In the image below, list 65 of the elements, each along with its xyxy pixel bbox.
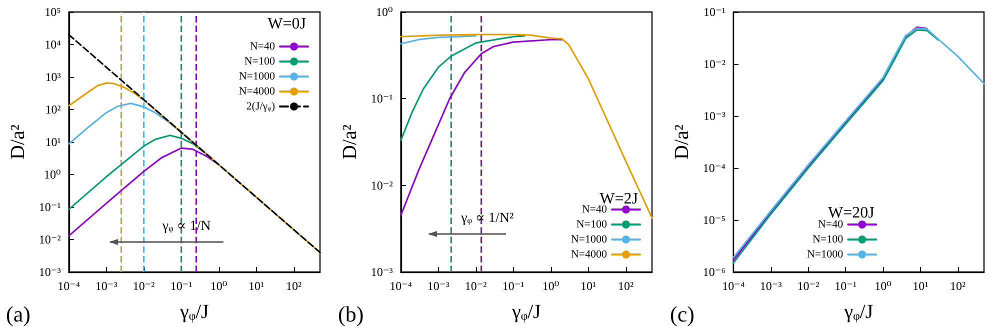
legend-title: W=0J — [268, 16, 306, 32]
x-tick-label: 10⁻¹ — [834, 279, 857, 293]
x-tick-label: 10⁰ — [210, 279, 228, 293]
x-axis-title: γᵩ/J — [510, 301, 542, 323]
x-tick-label: 10⁰ — [874, 279, 892, 293]
y-axis-title: D/a² — [339, 124, 361, 160]
legend-label: N=40 — [582, 204, 608, 216]
text: (c) — [670, 302, 694, 326]
x-tick-label: 10² — [950, 279, 966, 293]
y-tick-label: 10⁻³ — [703, 109, 726, 123]
x-tick-label: 10⁻² — [464, 279, 488, 293]
y-tick-label: 10⁻⁵ — [702, 213, 726, 227]
x-tick-label: 10⁻⁴ — [58, 279, 80, 293]
legend-label: N=100 — [576, 218, 608, 230]
x-tick-label: 10⁻³ — [760, 279, 782, 293]
x-tick-label: 10⁻⁴ — [722, 279, 745, 293]
y-tick-label: 10⁻³ — [370, 265, 394, 279]
x-tick-label: 10¹ — [248, 279, 264, 293]
annotation: γᵩ ∝ 1/N — [162, 218, 211, 236]
legend-label: N=4000 — [570, 248, 608, 260]
y-tick-label: 10⁴ — [44, 38, 61, 52]
y-axis-title: D/a² — [671, 124, 693, 160]
y-tick-label: 10⁻¹ — [370, 92, 394, 106]
x-tick-label: 10⁻¹ — [502, 279, 525, 293]
x-tick-label: 10¹ — [912, 279, 929, 293]
y-tick-label: 10³ — [45, 70, 62, 84]
x-tick-label: 10² — [618, 279, 634, 293]
y-tick-label: 10⁻² — [38, 232, 62, 246]
x-tick-label: 10⁻³ — [427, 279, 450, 293]
legend-label: N=4000 — [238, 86, 276, 98]
x-tick-label: 10⁻² — [132, 279, 156, 293]
y-tick-label: 10⁻² — [370, 178, 394, 192]
x-tick-label: 10² — [286, 279, 302, 293]
x-axis-title: γᵩ/J — [843, 301, 874, 323]
text: (b) — [338, 302, 364, 326]
y-tick-label: 10⁻⁶ — [702, 265, 726, 279]
y-tick-label: 10¹ — [45, 135, 62, 149]
annotation: γᵩ ∝ 1/N² — [461, 210, 514, 228]
y-tick-label: 10⁻¹ — [703, 5, 726, 19]
legend-title: W=20J — [828, 204, 874, 222]
x-tick-label: 10⁻² — [797, 279, 820, 293]
y-tick-label: 10⁰ — [376, 5, 394, 19]
legend-label: N=100 — [812, 234, 844, 246]
y-axis-title: D/a² — [7, 124, 29, 160]
legend-label: N=40 — [818, 218, 844, 230]
y-tick-label: 10⁻³ — [38, 265, 62, 279]
text: (a) — [6, 302, 30, 326]
x-tick-label: 10⁻¹ — [170, 279, 193, 293]
y-tick-label: 10⁵ — [44, 5, 61, 19]
y-tick-label: 10⁻⁴ — [702, 161, 726, 175]
x-tick-label: 10¹ — [580, 279, 596, 293]
y-tick-label: 10⁻¹ — [38, 200, 62, 214]
y-tick-label: 10⁻² — [703, 57, 726, 71]
x-tick-label: 10⁻⁴ — [390, 279, 412, 293]
legend-label: N=100 — [244, 56, 276, 68]
legend-label: N=40 — [250, 40, 276, 52]
x-axis-title: γᵩ/J — [178, 301, 210, 323]
legend-label: N=1000 — [570, 234, 608, 246]
y-tick-label: 10² — [45, 102, 62, 116]
legend-label: N=1000 — [806, 248, 844, 260]
x-tick-label: 10⁰ — [542, 279, 560, 293]
x-tick-label: 10⁻³ — [95, 279, 118, 293]
legend-label: 2(J/γᵩ) — [246, 100, 276, 112]
legend-label: N=1000 — [238, 70, 276, 82]
y-tick-label: 10⁰ — [44, 168, 62, 182]
